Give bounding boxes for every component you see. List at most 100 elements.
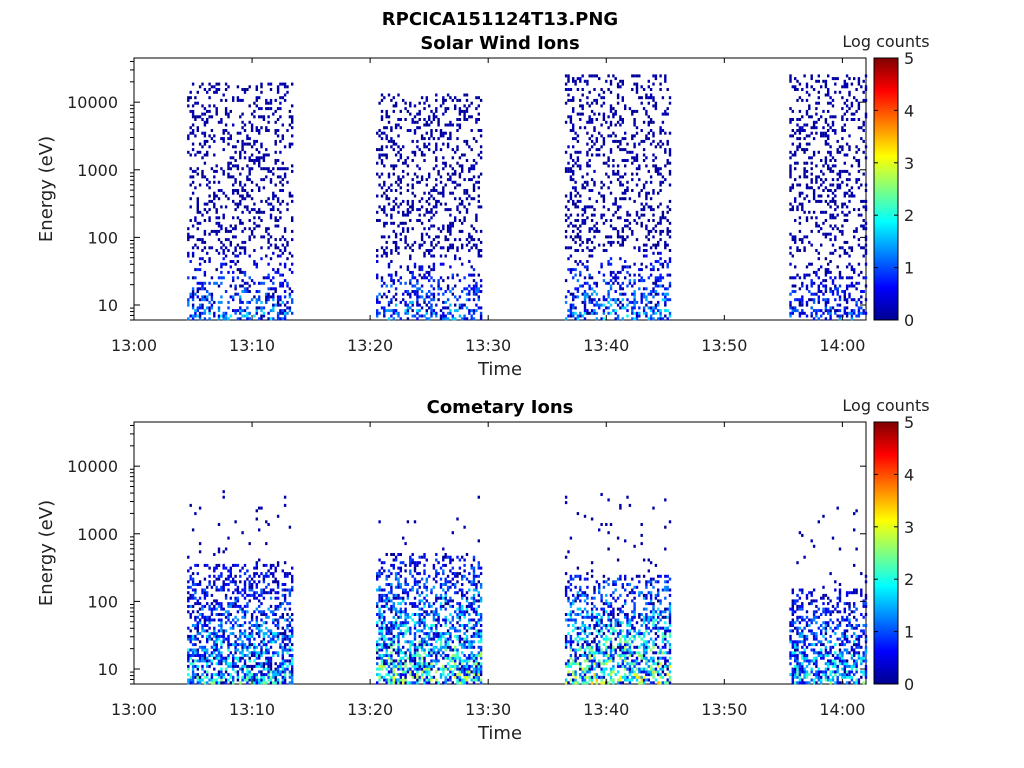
- heatmap-cell: [399, 238, 402, 242]
- heatmap-cell: [444, 208, 447, 212]
- heatmap-cell: [477, 186, 480, 190]
- heatmap-cell: [416, 180, 419, 184]
- heatmap-cell: [279, 167, 282, 171]
- heatmap-cell: [203, 112, 207, 116]
- heatmap-cell: [820, 314, 823, 318]
- heatmap-cell: [642, 287, 646, 291]
- heatmap-cell: [203, 588, 207, 592]
- heatmap-cell: [215, 648, 218, 652]
- heatmap-cell: [425, 309, 428, 313]
- heatmap-cell: [208, 607, 211, 611]
- heatmap-cell: [789, 314, 792, 318]
- heatmap-cell: [246, 194, 249, 198]
- heatmap-cell: [248, 632, 251, 636]
- heatmap-cell: [621, 118, 624, 121]
- heatmap-cell: [380, 153, 384, 157]
- heatmap-cell: [262, 651, 266, 655]
- heatmap-cell: [390, 626, 393, 630]
- heatmap-cell: [836, 186, 839, 190]
- heatmap-cell: [621, 98, 624, 102]
- heatmap-cell: [588, 197, 591, 201]
- heatmap-cell: [269, 309, 273, 313]
- heatmap-cell: [394, 126, 398, 130]
- heatmap-cell: [586, 292, 589, 296]
- heatmap-cell: [281, 96, 284, 100]
- heatmap-cell: [286, 659, 289, 663]
- heatmap-cell: [191, 180, 195, 184]
- heatmap-cell: [220, 675, 223, 679]
- heatmap-cell: [187, 580, 190, 584]
- heatmap-cell: [208, 186, 211, 190]
- heatmap-cell: [378, 129, 381, 132]
- heatmap-cell: [281, 583, 284, 586]
- heatmap-cell: [232, 602, 235, 606]
- heatmap-cell: [191, 123, 195, 127]
- heatmap-cell: [853, 156, 856, 160]
- heatmap-cell: [794, 150, 797, 154]
- heatmap-cell: [281, 662, 284, 666]
- heatmap-cell: [657, 284, 660, 288]
- heatmap-cell: [607, 306, 610, 310]
- heatmap-cell: [567, 208, 570, 212]
- heatmap-cell: [423, 137, 426, 141]
- heatmap-cell: [810, 156, 813, 160]
- heatmap-cell: [652, 131, 655, 135]
- heatmap-cell: [442, 142, 445, 146]
- heatmap-cell: [217, 309, 221, 313]
- heatmap-cell: [456, 208, 459, 212]
- heatmap-cell: [581, 183, 584, 187]
- heatmap-cell: [281, 134, 284, 138]
- heatmap-cell: [402, 596, 405, 600]
- heatmap-cell: [812, 197, 816, 201]
- heatmap-cell: [380, 645, 384, 649]
- heatmap-cell: [470, 197, 473, 201]
- heatmap-cell: [274, 662, 277, 666]
- heatmap-cell: [829, 306, 832, 310]
- heatmap-cell: [430, 224, 433, 228]
- heatmap-cell: [845, 265, 849, 269]
- heatmap-cell: [189, 585, 192, 589]
- heatmap-cell: [567, 74, 570, 78]
- heatmap-cell: [463, 219, 466, 222]
- heatmap-cell: [789, 186, 792, 190]
- heatmap-cell: [574, 180, 577, 184]
- heatmap-cell: [598, 93, 601, 97]
- heatmap-cell: [376, 131, 379, 135]
- heatmap-cell: [288, 670, 292, 674]
- heatmap-cell: [612, 240, 615, 244]
- heatmap-cell: [380, 637, 384, 641]
- heatmap-cell: [262, 643, 266, 647]
- heatmap-cell: [260, 145, 263, 149]
- heatmap-cell: [234, 599, 237, 603]
- heatmap-cell: [213, 640, 216, 644]
- heatmap-cell: [642, 249, 646, 252]
- heatmap-cell: [281, 593, 284, 597]
- heatmap-cell: [201, 172, 204, 176]
- heatmap-cell: [215, 678, 218, 682]
- heatmap-cell: [227, 673, 230, 677]
- heatmap-cell: [418, 208, 421, 212]
- heatmap-cell: [380, 148, 384, 152]
- heatmap-cell: [239, 591, 242, 595]
- heatmap-cell: [269, 675, 273, 679]
- heatmap-cell: [463, 189, 466, 192]
- heatmap-cell: [461, 199, 464, 203]
- heatmap-cell: [394, 626, 398, 630]
- heatmap-cell: [260, 678, 263, 682]
- heatmap-cell: [255, 509, 258, 513]
- heatmap-cell: [845, 191, 849, 195]
- heatmap-cell: [862, 290, 865, 293]
- heatmap-cell: [468, 260, 471, 263]
- heatmap-cell: [413, 120, 417, 124]
- heatmap-cell: [845, 118, 849, 121]
- heatmap-cell: [380, 246, 384, 250]
- heatmap-cell: [283, 175, 287, 179]
- heatmap-cell: [593, 298, 596, 302]
- heatmap-cell: [827, 93, 830, 97]
- heatmap-cell: [255, 618, 258, 622]
- heatmap-cell: [569, 169, 573, 173]
- heatmap-cell: [291, 238, 294, 242]
- heatmap-cell: [239, 569, 242, 573]
- heatmap-cell: [609, 180, 613, 184]
